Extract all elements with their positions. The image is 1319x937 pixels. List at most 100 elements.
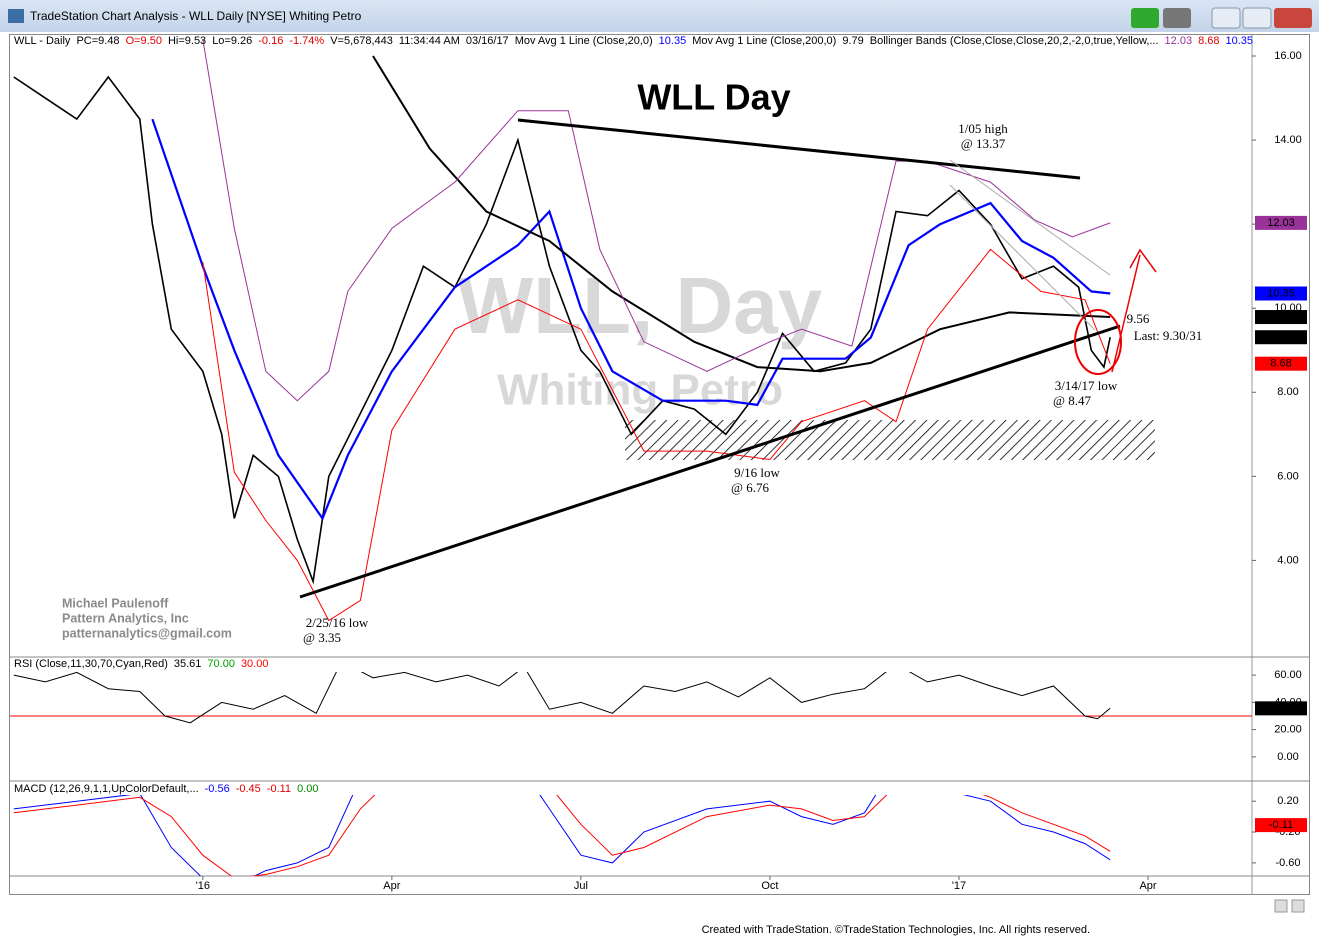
header-item: Hi=9.53 <box>168 35 206 47</box>
series-line <box>202 248 1111 622</box>
annotation: 9/16 low <box>734 465 780 480</box>
y-tick-label: 16.00 <box>1274 50 1302 62</box>
header-item: 8.68 <box>1198 35 1219 47</box>
header-item: -0.16 <box>258 35 283 47</box>
price-tag-label: 9.31 <box>1270 331 1291 343</box>
header-item: -0.11 <box>267 783 291 795</box>
price-tag <box>1255 215 1307 230</box>
y-tick-label: -0.60 <box>1275 857 1300 869</box>
header-item: WLL - Daily <box>14 35 71 47</box>
annotation: 9.56 <box>1127 311 1150 326</box>
header-item: 35.61 <box>174 658 202 670</box>
annotation: 3/14/17 low <box>1055 378 1118 393</box>
footer: Created with TradeStation. ©TradeStation… <box>702 924 1090 936</box>
header-item: O=9.50 <box>126 35 162 47</box>
price-tag-label: 8.68 <box>1270 358 1291 370</box>
price-tag <box>1255 286 1307 301</box>
y-tick-label: 4.00 <box>1277 554 1298 566</box>
minimize-button[interactable] <box>1211 7 1241 29</box>
price-tag-label: 9.79 <box>1270 311 1291 323</box>
x-tick-label: Jul <box>574 880 588 892</box>
header-item: 10.35 <box>659 35 687 47</box>
series-line <box>13 75 1111 585</box>
header-item: Lo=9.26 <box>212 35 252 47</box>
header-item: Mov Avg 1 Line (Close,200,0) <box>692 35 836 47</box>
signature: Michael Paulenoff <box>62 596 169 610</box>
header-item: Mov Avg 1 Line (Close,20,0) <box>515 35 653 47</box>
series-line <box>151 118 1111 521</box>
highlight-circle <box>1074 309 1122 375</box>
x-tick-label: Oct <box>761 880 778 892</box>
level-label: 30.00 <box>241 658 269 670</box>
arrow-head <box>1129 248 1157 273</box>
window-title: TradeStation Chart Analysis - WLL Daily … <box>30 9 362 23</box>
channel-line <box>949 159 1111 276</box>
s-button[interactable] <box>1131 8 1159 28</box>
price-tag-label: -0.11 <box>1269 819 1293 831</box>
series-line <box>202 39 1111 402</box>
chart-title: WLL Day <box>637 77 790 118</box>
signature: Pattern Analytics, Inc <box>62 611 189 625</box>
signature: patternanalytics@gmail.com <box>62 626 232 640</box>
header-item: 10.35 <box>1226 35 1254 47</box>
series-line <box>372 55 1111 373</box>
channel-line <box>949 184 1096 331</box>
price-tag <box>1255 701 1307 716</box>
maximize-button[interactable] <box>1242 7 1272 29</box>
price-tag <box>1255 818 1307 833</box>
annotation: @ 13.37 <box>961 136 1006 151</box>
price-tag <box>1255 310 1307 325</box>
y-tick-label: 8.00 <box>1277 386 1298 398</box>
watermark: Whiting Petro <box>497 366 783 415</box>
y-tick-label: 14.00 <box>1274 134 1302 146</box>
app-icon <box>8 9 24 23</box>
price-tag <box>1255 330 1307 345</box>
header-item: PC=9.48 <box>76 35 119 47</box>
price-tag-label: 12.03 <box>1267 217 1295 229</box>
close-button[interactable] <box>1274 8 1312 28</box>
annotation: 1/05 high <box>958 121 1008 136</box>
support-line <box>299 324 1121 599</box>
scroll-button[interactable] <box>1291 899 1305 913</box>
header-item: MACD (12,26,9,1,1,UpColorDefault,... <box>14 783 199 795</box>
indicator-header: RSI (Close,11,30,70,Cyan,Red) 35.61 70.00 3… <box>14 658 268 670</box>
indicator-header: WLL - Daily PC=9.48 O=9.50 Hi=9.53 Lo=9.26 -0… <box>14 35 1253 47</box>
header-item: 11:34:44 AM <box>399 35 460 47</box>
header-item: 0.00 <box>297 783 318 795</box>
series-line <box>13 672 1111 724</box>
header-item: V=5,678,443 <box>330 35 393 47</box>
header-item: -0.56 <box>205 783 230 795</box>
header-item: -0.45 <box>236 783 261 795</box>
y-tick-label: 6.00 <box>1277 470 1298 482</box>
series-line <box>13 795 1111 876</box>
support-zone <box>625 420 1155 460</box>
header-item: -1.74% <box>289 35 324 47</box>
chart-frame <box>9 34 1310 895</box>
annotation: 2/25/16 low <box>306 615 369 630</box>
y-tick-label: 0.00 <box>1277 751 1298 763</box>
title-bar <box>0 0 1319 32</box>
indicator-header: MACD (12,26,9,1,1,UpColorDefault,... -0.5… <box>14 783 318 795</box>
header-item: RSI (Close,11,30,70,Cyan,Red) <box>14 658 168 670</box>
annotation: @ 3.35 <box>303 630 341 645</box>
x-tick-label: Apr <box>1139 880 1156 892</box>
price-tag <box>1255 356 1307 371</box>
x-tick-label: '16 <box>196 880 210 892</box>
annotation: @ 8.47 <box>1053 393 1091 408</box>
annotation: @ 6.76 <box>731 480 769 495</box>
scroll-button[interactable] <box>1274 899 1288 913</box>
header-item: 03/16/17 <box>466 35 509 47</box>
y-tick-label: 0.20 <box>1277 795 1298 807</box>
header-item: 9.79 <box>842 35 863 47</box>
watermark: WLL, Day <box>458 261 823 350</box>
price-tag-label: 35.61 <box>1267 702 1295 714</box>
y-tick-label: 20.00 <box>1274 724 1302 736</box>
x-tick-label: Apr <box>383 880 400 892</box>
menu-button[interactable] <box>1163 8 1191 28</box>
resistance-line <box>517 118 1081 180</box>
series-line <box>13 795 1111 876</box>
y-tick-label: 60.00 <box>1274 669 1302 681</box>
level-label: 70.00 <box>207 658 235 670</box>
chart-area <box>0 32 1319 937</box>
